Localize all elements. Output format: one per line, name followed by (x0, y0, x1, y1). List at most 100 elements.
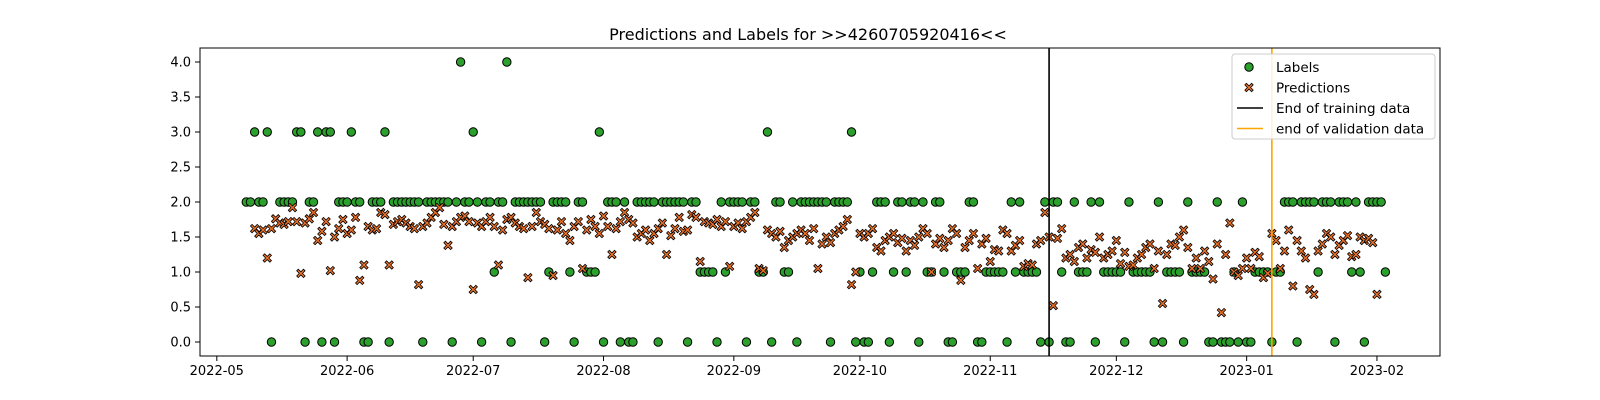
label-point (825, 337, 836, 347)
label-point (750, 197, 760, 207)
label-point (502, 57, 512, 67)
label-point (1212, 197, 1222, 207)
label-point (1330, 337, 1340, 347)
label-point (497, 197, 508, 207)
label-point (947, 337, 958, 347)
label-point (355, 197, 365, 207)
prediction-point (573, 216, 584, 227)
label-point (766, 337, 777, 347)
prediction-point (1372, 289, 1382, 300)
prediction-point (661, 249, 672, 260)
prediction-point (901, 246, 911, 256)
label-point (1326, 197, 1336, 207)
label-point (1040, 197, 1050, 207)
label-point (1359, 337, 1370, 347)
prediction-point (922, 228, 932, 239)
prediction-point (258, 225, 268, 235)
label-point (1010, 267, 1021, 277)
prediction-point (1216, 307, 1227, 318)
prediction-point (644, 235, 655, 246)
prediction-point (317, 226, 327, 237)
prediction-point (594, 228, 605, 239)
prediction-point (1233, 270, 1244, 281)
label-point (615, 337, 626, 347)
prediction-point (485, 212, 495, 223)
prediction-point (531, 207, 542, 218)
prediction-point (1157, 298, 1168, 309)
chart-title: Predictions and Labels for >>42607059204… (609, 25, 1007, 44)
label-point (968, 197, 979, 207)
prediction-point (682, 225, 693, 235)
label-point (1115, 267, 1126, 277)
prediction-point (439, 219, 449, 230)
prediction-point (321, 216, 331, 227)
label-point (464, 197, 474, 207)
label-point (935, 197, 945, 207)
label-point (1035, 337, 1046, 347)
prediction-point (825, 237, 836, 248)
label-point (1380, 267, 1391, 277)
prediction-point (489, 221, 500, 232)
prediction-point (956, 275, 966, 286)
prediction-point (691, 212, 701, 223)
label-point (1355, 267, 1365, 277)
prediction-point (548, 270, 558, 281)
prediction-point (325, 265, 336, 276)
label-point (468, 127, 478, 137)
prediction-point (712, 214, 722, 225)
prediction-point (1351, 249, 1361, 260)
label-point (565, 267, 575, 277)
label-point (649, 197, 659, 207)
prediction-point (867, 223, 878, 234)
label-point (1086, 197, 1096, 207)
prediction-point (964, 235, 974, 246)
prediction-point (968, 228, 979, 239)
prediction-point (1052, 233, 1063, 244)
x-tick-label: 2022-05 (190, 364, 244, 379)
prediction-point (1288, 281, 1298, 291)
prediction-point (1014, 235, 1025, 246)
label-point (560, 197, 571, 207)
label-point (342, 197, 352, 207)
y-tick-label: 4.0 (170, 56, 191, 71)
prediction-point (838, 221, 848, 232)
prediction-point (266, 223, 277, 234)
prediction-point (1191, 253, 1201, 263)
prediction-point (960, 242, 970, 253)
prediction-point (577, 263, 588, 274)
label-point (1052, 197, 1063, 207)
label-point (1376, 197, 1386, 207)
label-point (1178, 337, 1189, 347)
prediction-point (518, 223, 529, 234)
prediction-point (1065, 249, 1075, 260)
prediction-point (817, 239, 827, 249)
prediction-point (1300, 253, 1311, 263)
prediction-point (296, 268, 306, 279)
y-tick-label: 0.5 (170, 301, 191, 316)
prediction-point (1325, 232, 1336, 242)
prediction-point (1002, 228, 1012, 239)
label-point (691, 197, 701, 207)
label-point (762, 127, 773, 137)
prediction-point (1170, 240, 1180, 251)
prediction-point (384, 260, 394, 270)
label-point (476, 337, 487, 347)
label-point (918, 197, 928, 207)
prediction-point (544, 223, 554, 234)
label-point (783, 267, 794, 277)
prediction-point (556, 216, 567, 227)
label-point (1082, 267, 1092, 277)
label-point (443, 197, 453, 207)
prediction-point (724, 261, 735, 272)
prediction-point (943, 235, 953, 246)
prediction-point (695, 256, 705, 267)
y-tick-label: 3.5 (170, 91, 191, 106)
label-point (346, 127, 357, 137)
label-point (1342, 197, 1353, 207)
label-point (1149, 337, 1159, 347)
label-point (489, 267, 499, 277)
label-point (535, 197, 546, 207)
prediction-point (291, 216, 302, 227)
prediction-point (1254, 251, 1265, 262)
label-point (914, 337, 924, 347)
